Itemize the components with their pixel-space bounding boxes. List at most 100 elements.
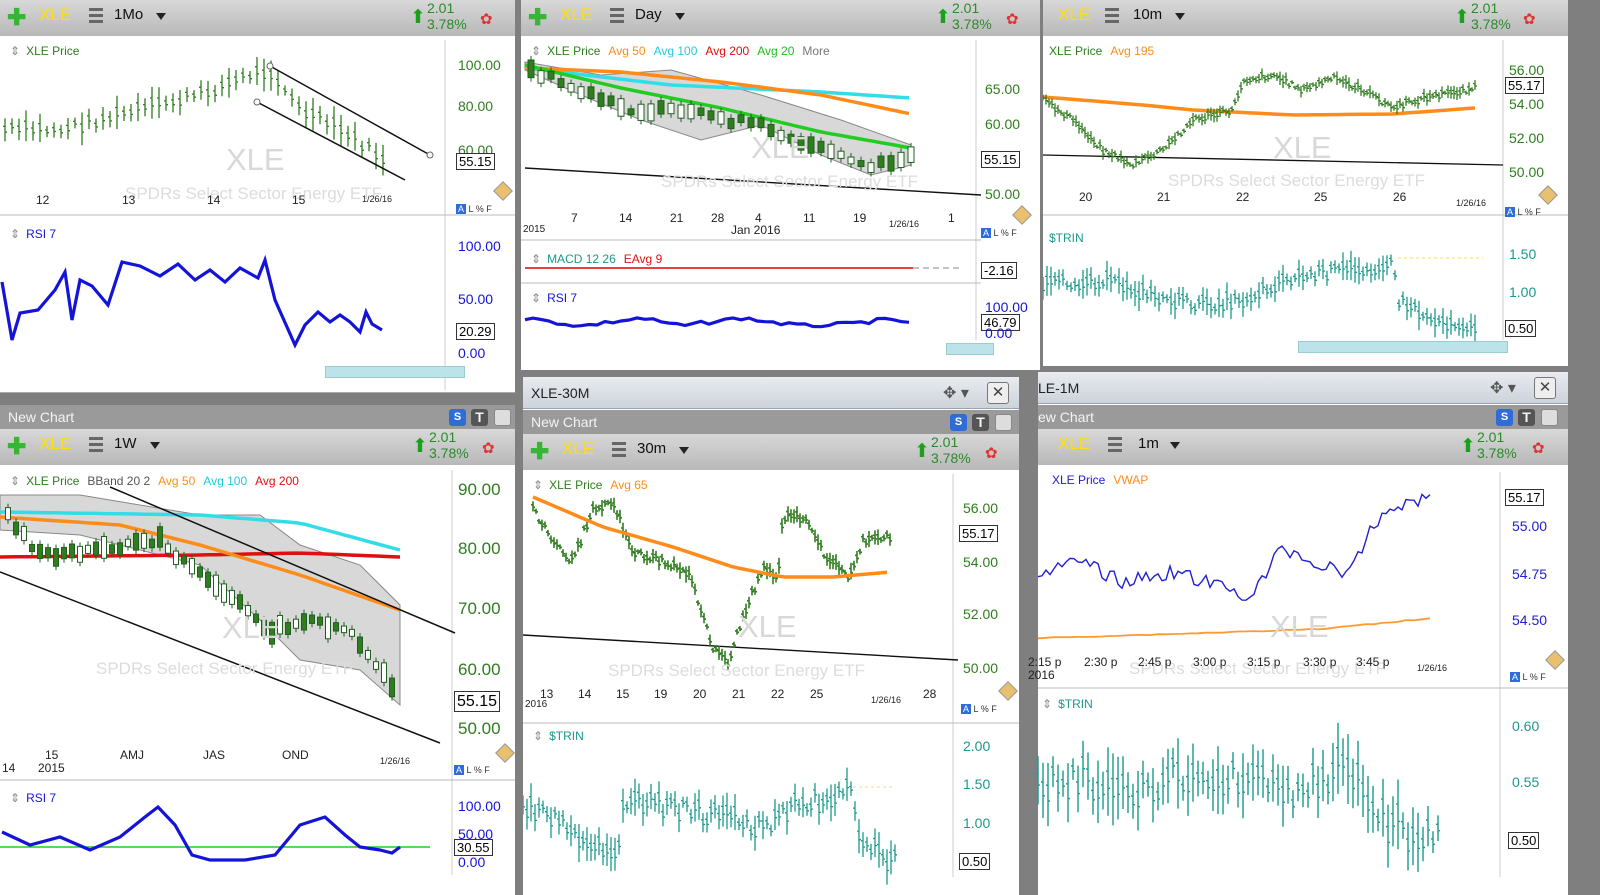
- price-axis-4: 60.00: [458, 660, 501, 679]
- price-chart-day[interactable]: [521, 0, 1040, 370]
- palette-icon[interactable]: ✿: [1523, 11, 1536, 28]
- t-button[interactable]: T: [471, 409, 488, 426]
- move-icon[interactable]: ✥ ▾: [943, 385, 969, 402]
- candle-body: [777, 129, 785, 142]
- price-chart-10m[interactable]: [1043, 0, 1568, 366]
- add-plus-icon[interactable]: ✚: [7, 4, 27, 30]
- price-chart-30m[interactable]: [523, 377, 1019, 895]
- scale-options[interactable]: A L % F: [456, 204, 492, 214]
- palette-icon[interactable]: ✿: [1006, 11, 1019, 28]
- price-chart-1m[interactable]: [1022, 372, 1568, 895]
- interval-select[interactable]: 1Mo: [114, 6, 144, 23]
- price-axis-2: 80.00: [458, 98, 494, 114]
- price-chart-1mo[interactable]: [0, 0, 515, 393]
- symbol-label[interactable]: XLE: [1058, 5, 1091, 24]
- symbol-label[interactable]: XLE: [562, 439, 595, 458]
- palette-icon[interactable]: ✿: [1532, 440, 1545, 457]
- menu-icon[interactable]: [89, 437, 103, 452]
- price-chart-1w[interactable]: [0, 405, 515, 895]
- x-tick: 3:45 p: [1356, 655, 1390, 669]
- new-chart-menu[interactable]: New Chart: [531, 414, 598, 430]
- symbol-label[interactable]: XLE: [1058, 434, 1091, 453]
- window-title: XLE-30M: [531, 385, 590, 401]
- chevron-down-icon[interactable]: [150, 442, 160, 449]
- trendline-upper: [269, 65, 431, 156]
- new-chart-menu[interactable]: New Chart: [8, 409, 75, 425]
- window-title-bar[interactable]: XLE-30M ✥ ▾ ✕: [523, 377, 1019, 409]
- s-button[interactable]: S: [950, 414, 967, 431]
- price-bars: [1037, 493, 1431, 601]
- menu-icon[interactable]: [612, 442, 626, 457]
- window-button[interactable]: [1541, 409, 1558, 426]
- chevron-down-icon[interactable]: [1170, 442, 1180, 449]
- x-tick: 14: [619, 211, 633, 225]
- t-button[interactable]: T: [972, 414, 989, 431]
- chevron-down-icon[interactable]: [679, 447, 689, 454]
- add-plus-icon[interactable]: ✚: [530, 438, 550, 464]
- interval-select[interactable]: 30m: [637, 440, 667, 457]
- chevron-down-icon[interactable]: [156, 13, 166, 20]
- avg-100-line: [0, 510, 401, 552]
- price-legend: ⇕ XLE Price Avg 50 Avg 100 Avg 200 Avg 20 More: [531, 44, 830, 58]
- window-button[interactable]: [494, 409, 511, 426]
- avg-100-line: [524, 66, 910, 100]
- horizontal-scrollbar[interactable]: [1298, 341, 1508, 353]
- vwap-line: [1037, 617, 1431, 640]
- candle-body: [365, 649, 371, 660]
- change-value: 2.01: [1477, 429, 1505, 445]
- add-plus-icon[interactable]: ✚: [7, 433, 27, 459]
- price-axis-5: 50.00: [458, 719, 501, 738]
- rsi-axis-2: 50.00: [458, 291, 494, 307]
- palette-icon[interactable]: ✿: [985, 445, 998, 462]
- symbol-label[interactable]: XLE: [39, 5, 72, 24]
- add-plus-icon[interactable]: ✚: [528, 4, 548, 30]
- s-button[interactable]: S: [449, 409, 466, 426]
- interval-select[interactable]: 1W: [114, 435, 137, 452]
- scale-options[interactable]: A L % F: [1505, 207, 1541, 217]
- palette-icon[interactable]: ✿: [480, 11, 493, 28]
- price-axis-3: 54.50: [1512, 612, 1548, 628]
- last-price-box: 55.17: [1505, 489, 1544, 506]
- symbol-label[interactable]: XLE: [560, 5, 593, 24]
- watermark-name: SPDRs Select Sector Energy ETF: [1168, 171, 1425, 190]
- horizontal-scrollbar[interactable]: [946, 343, 994, 355]
- x-tick: 14: [578, 687, 592, 701]
- candle-body: [117, 542, 123, 556]
- candle-body: [85, 544, 91, 554]
- scale-options[interactable]: A L % F: [961, 704, 997, 714]
- menu-icon[interactable]: [89, 8, 103, 23]
- interval-select[interactable]: 1m: [1138, 435, 1159, 452]
- up-arrow-icon: ⬆: [1460, 436, 1476, 457]
- candle-body: [189, 558, 195, 575]
- trin-legend: ⇕ $TRIN: [1042, 697, 1093, 711]
- price-axis-2: 54.00: [963, 554, 999, 570]
- up-arrow-icon: ⬆: [935, 7, 951, 28]
- chevron-down-icon[interactable]: [1175, 13, 1185, 20]
- horizontal-scrollbar[interactable]: [325, 366, 465, 378]
- chart-window-1mo: ✚ XLE 1Mo ⬆ 2.01 3.78% ✿ ⇕ XLE Price XLE …: [0, 0, 515, 393]
- close-icon[interactable]: ✕: [1534, 377, 1556, 399]
- scale-options[interactable]: A L % F: [981, 228, 1017, 238]
- scale-options[interactable]: A L % F: [454, 765, 490, 775]
- palette-icon[interactable]: ✿: [482, 440, 495, 457]
- trin-axis-3: 1.00: [963, 815, 991, 831]
- avg-65-line: [532, 495, 888, 579]
- interval-select[interactable]: 10m: [1133, 6, 1163, 23]
- price-bars: [1043, 68, 1477, 170]
- new-chart-menu[interactable]: ew Chart: [1038, 409, 1095, 425]
- interval-select[interactable]: Day: [635, 6, 662, 23]
- scale-options[interactable]: A L % F: [1510, 672, 1546, 682]
- window-title-bar[interactable]: LE-1M ✥ ▾ ✕: [1022, 372, 1568, 404]
- move-icon[interactable]: ✥ ▾: [1490, 380, 1516, 397]
- menu-icon[interactable]: [1108, 437, 1122, 452]
- chevron-down-icon[interactable]: [675, 13, 685, 20]
- window-button[interactable]: [995, 414, 1012, 431]
- symbol-label[interactable]: XLE: [39, 434, 72, 453]
- close-icon[interactable]: ✕: [987, 382, 1009, 404]
- window-title: LE-1M: [1038, 380, 1080, 396]
- menu-icon[interactable]: [610, 8, 624, 23]
- s-button[interactable]: S: [1496, 409, 1513, 426]
- rsi-legend: ⇕ RSI 7: [10, 791, 57, 805]
- menu-icon[interactable]: [1105, 8, 1119, 23]
- t-button[interactable]: T: [1518, 409, 1535, 426]
